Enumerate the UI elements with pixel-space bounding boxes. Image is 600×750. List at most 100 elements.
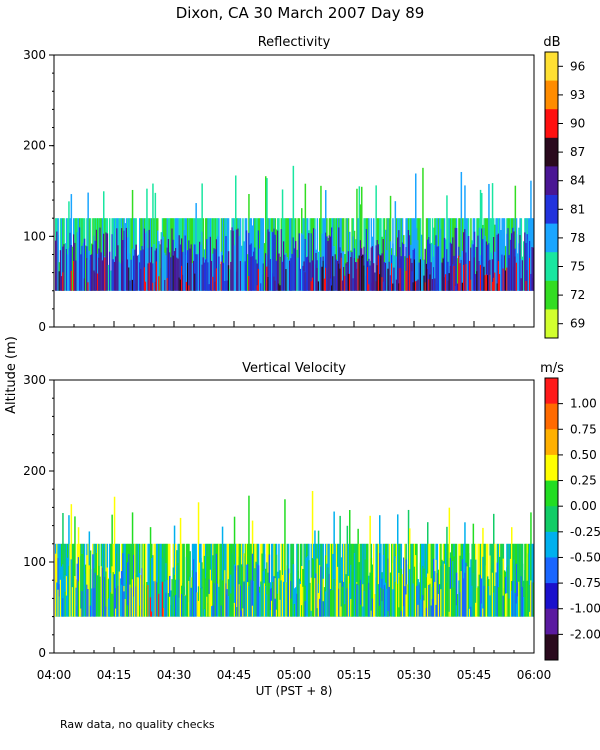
heat-cell: [313, 582, 315, 617]
heat-cell: [124, 247, 127, 291]
heat-cell: [93, 270, 95, 291]
heat-cell: [508, 598, 511, 617]
heat-cell: [515, 563, 518, 617]
heat-cell: [185, 254, 188, 291]
heat-cell: [106, 233, 109, 291]
heat-cell: [134, 572, 136, 617]
heat-cell: [87, 589, 89, 617]
heat-cell: [63, 244, 65, 291]
heat-cell: [328, 235, 331, 291]
heat-cell: [338, 227, 340, 291]
colorbar-segment: [545, 252, 558, 282]
heat-cell: [289, 218, 291, 291]
heat-cell: [328, 573, 331, 617]
heat-cell: [182, 582, 184, 617]
heat-cell: [375, 185, 377, 291]
heat-cell: [244, 556, 247, 617]
heat-cell: [163, 236, 165, 291]
heat-cell: [531, 582, 533, 617]
heat-cell: [229, 552, 231, 617]
heat-cell: [182, 274, 184, 291]
heat-cell: [520, 258, 523, 291]
x-tick-label: 04:45: [217, 668, 252, 682]
heat-cell: [496, 234, 499, 291]
heat-cell: [200, 588, 202, 617]
heat-cell: [376, 600, 379, 617]
heat-cell: [373, 263, 375, 291]
heat-cell: [412, 282, 415, 291]
heat-cell: [351, 571, 353, 617]
heat-cell: [363, 543, 365, 617]
heat-cell: [128, 553, 130, 617]
heat-cell: [422, 565, 424, 617]
heat-cell: [133, 554, 135, 617]
heat-cell: [111, 593, 113, 617]
y-tick-label: 0: [38, 320, 46, 334]
heat-cell: [319, 565, 321, 617]
heat-cell: [525, 584, 527, 617]
heat-cell: [482, 608, 484, 617]
heat-cell: [280, 580, 283, 617]
heat-cell: [127, 562, 129, 617]
heat-cell: [340, 581, 343, 617]
heat-cell: [56, 543, 58, 617]
heat-cell: [141, 608, 143, 617]
heat-cell: [369, 265, 371, 291]
heat-cell: [217, 543, 219, 617]
heat-cell: [299, 583, 302, 617]
heat-cell: [185, 556, 188, 617]
heat-cell: [517, 543, 519, 617]
heat-cell: [208, 237, 211, 291]
heat-cell: [207, 602, 209, 617]
heat-cell: [439, 543, 441, 617]
heat-cell: [391, 263, 393, 291]
heat-cell: [326, 263, 328, 291]
heat-cell: [133, 218, 135, 291]
heat-cell: [395, 558, 398, 617]
heat-cell: [292, 237, 295, 291]
heat-cell: [153, 244, 155, 291]
heat-cell: [59, 579, 62, 617]
heat-cell: [142, 249, 145, 291]
heat-cell: [442, 218, 445, 291]
figure-title: Dixon, CA 30 March 2007 Day 89: [176, 4, 425, 22]
heat-cell: [242, 566, 244, 617]
heat-cell: [430, 605, 433, 617]
heat-cell: [291, 558, 293, 617]
heat-cell: [418, 584, 421, 617]
heat-cell: [397, 583, 399, 617]
heat-cell: [449, 265, 452, 291]
heat-cell: [362, 543, 364, 617]
colorbar-segment: [545, 480, 558, 507]
heat-cell: [256, 285, 259, 291]
colorbar-label: 90: [570, 117, 585, 131]
heat-cell: [274, 280, 277, 291]
heat-cell: [187, 262, 189, 291]
heat-cell: [226, 280, 229, 291]
colorbar-segment: [545, 195, 558, 225]
heat-cell: [135, 586, 137, 617]
heat-cell: [500, 575, 502, 617]
heat-cell: [58, 596, 61, 617]
heat-cell: [106, 608, 109, 617]
heat-cell: [479, 264, 482, 291]
reflectivity-title: Reflectivity: [258, 35, 331, 50]
heat-cell: [307, 555, 309, 617]
heat-cell: [412, 583, 415, 617]
heat-cell: [352, 278, 355, 291]
heat-cell: [193, 260, 195, 291]
heat-cell: [303, 218, 305, 291]
heat-cell: [529, 611, 531, 617]
heat-cell: [497, 543, 500, 617]
heat-cell: [371, 598, 374, 617]
heat-cell: [382, 589, 385, 617]
heat-cell: [437, 283, 440, 291]
heat-cell: [148, 229, 151, 291]
velocity-heatmap: [55, 490, 535, 617]
heat-cell: [385, 582, 387, 617]
heat-cell: [503, 587, 506, 617]
heat-cell: [155, 543, 158, 617]
heat-cell: [247, 254, 249, 291]
heat-cell: [309, 218, 311, 291]
heat-cell: [363, 265, 365, 291]
